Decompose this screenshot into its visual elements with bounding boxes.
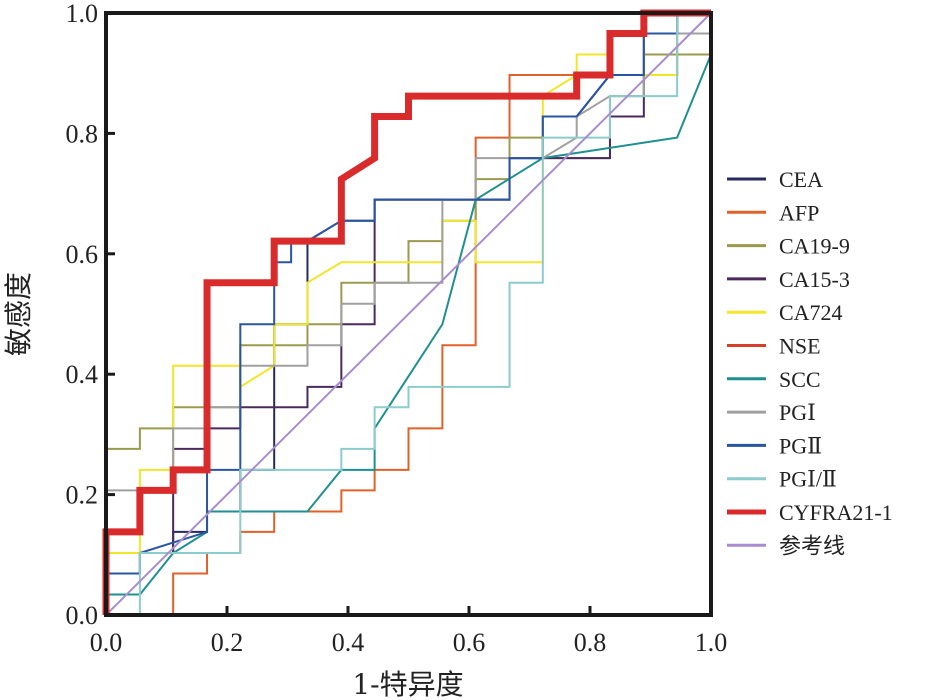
y-tick-label: 0.2 (66, 481, 99, 510)
y-tick-label: 0.8 (66, 119, 99, 148)
legend-label: CA19-9 (779, 234, 850, 259)
series-line-cyfra21-1 (102, 9, 711, 615)
legend-item: SCC (727, 367, 821, 392)
series-line-pg (106, 12, 711, 616)
legend-label: NSE (779, 334, 821, 359)
legend-label: PGⅠ/Ⅱ (779, 467, 837, 492)
legend-item: AFP (727, 200, 819, 225)
legend-item: CEA (727, 167, 823, 192)
y-axis-title: 敏感度 (2, 272, 35, 356)
legend-label: CA15-3 (779, 267, 850, 292)
x-tick-label: 1.0 (695, 628, 728, 657)
legend-label: 参考线 (779, 533, 845, 558)
legend: CEA AFP CA19-9 CA15-3 CA724 NSE SCC PGⅠ PGⅡ PGⅠ/Ⅱ… (727, 167, 893, 558)
legend-label: CEA (779, 167, 823, 192)
x-tick-label: 0.2 (211, 628, 244, 657)
x-axis: 0.0 0.2 0.4 0.6 0.8 1.0 (90, 606, 728, 657)
legend-item: CYFRA21-1 (727, 500, 893, 525)
y-axis: 0.0 0.2 0.4 0.6 0.8 1.0 (66, 0, 115, 630)
legend-label: CYFRA21-1 (779, 500, 893, 525)
legend-label: PGⅠ (779, 400, 816, 425)
x-axis-title: 1-特异度 (352, 668, 463, 700)
series-line- (105, 12, 712, 616)
legend-item: 参考线 (727, 533, 845, 558)
x-tick-label: 0.6 (453, 628, 486, 657)
legend-label: AFP (779, 200, 819, 225)
legend-item: PGⅠ/Ⅱ (727, 467, 837, 492)
x-tick-label: 0.0 (90, 628, 123, 657)
legend-item: PGⅡ (727, 433, 822, 458)
legend-item: NSE (727, 334, 821, 359)
x-tick-label: 0.8 (574, 628, 607, 657)
y-tick-label: 0.4 (66, 360, 99, 389)
legend-item: PGⅠ (727, 400, 816, 425)
series-layer (102, 9, 712, 616)
legend-item: CA724 (727, 300, 843, 325)
y-tick-label: 0.6 (66, 240, 99, 269)
x-tick-label: 0.4 (332, 628, 365, 657)
y-tick-label: 1.0 (66, 0, 99, 28)
plot-frame (104, 11, 713, 617)
y-tick-label: 0.0 (66, 601, 99, 630)
legend-label: PGⅡ (779, 433, 822, 458)
legend-label: SCC (779, 367, 821, 392)
legend-item: CA15-3 (727, 267, 850, 292)
legend-label: CA724 (779, 300, 843, 325)
legend-item: CA19-9 (727, 234, 850, 259)
